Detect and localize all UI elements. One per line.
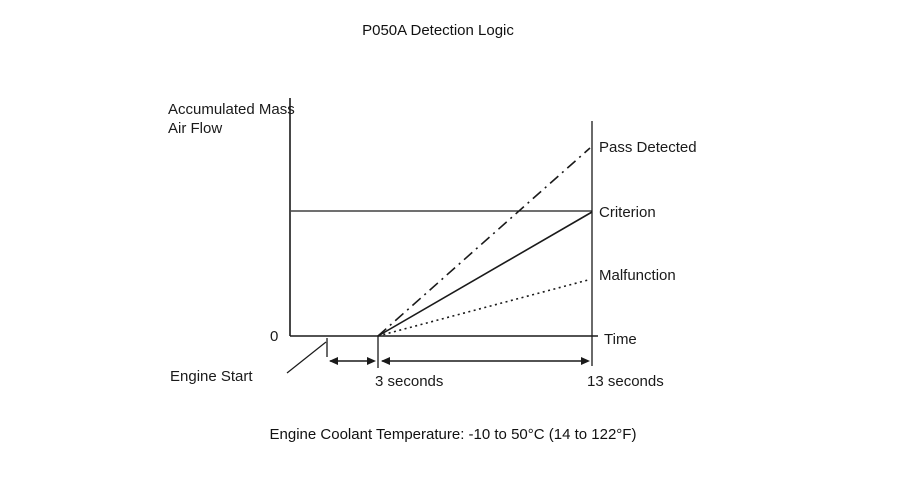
criterion-label: Criterion — [599, 204, 656, 221]
malfunction-label: Malfunction — [599, 267, 676, 284]
pass-detected-line — [377, 147, 591, 337]
malfunction-line — [377, 279, 589, 337]
criterion-line — [377, 211, 593, 337]
origin-label: 0 — [270, 328, 279, 345]
y-axis-label: Accumulated Mass Air Flow — [168, 101, 295, 137]
three-seconds-label: 3 seconds — [375, 373, 444, 390]
pass-detected-label: Pass Detected — [599, 139, 697, 156]
thirteen-seconds-label: 13 seconds — [587, 373, 664, 390]
diagram-title: P050A Detection Logic — [362, 22, 514, 39]
interval-arrow-long — [381, 357, 590, 365]
engine-start-leader-line — [286, 341, 327, 374]
time-axis-label: Time — [604, 331, 637, 348]
coolant-temperature-note: Engine Coolant Temperature: -10 to 50°C … — [269, 426, 637, 443]
interval-arrow-short — [329, 357, 376, 365]
engine-start-label: Engine Start — [170, 368, 253, 385]
